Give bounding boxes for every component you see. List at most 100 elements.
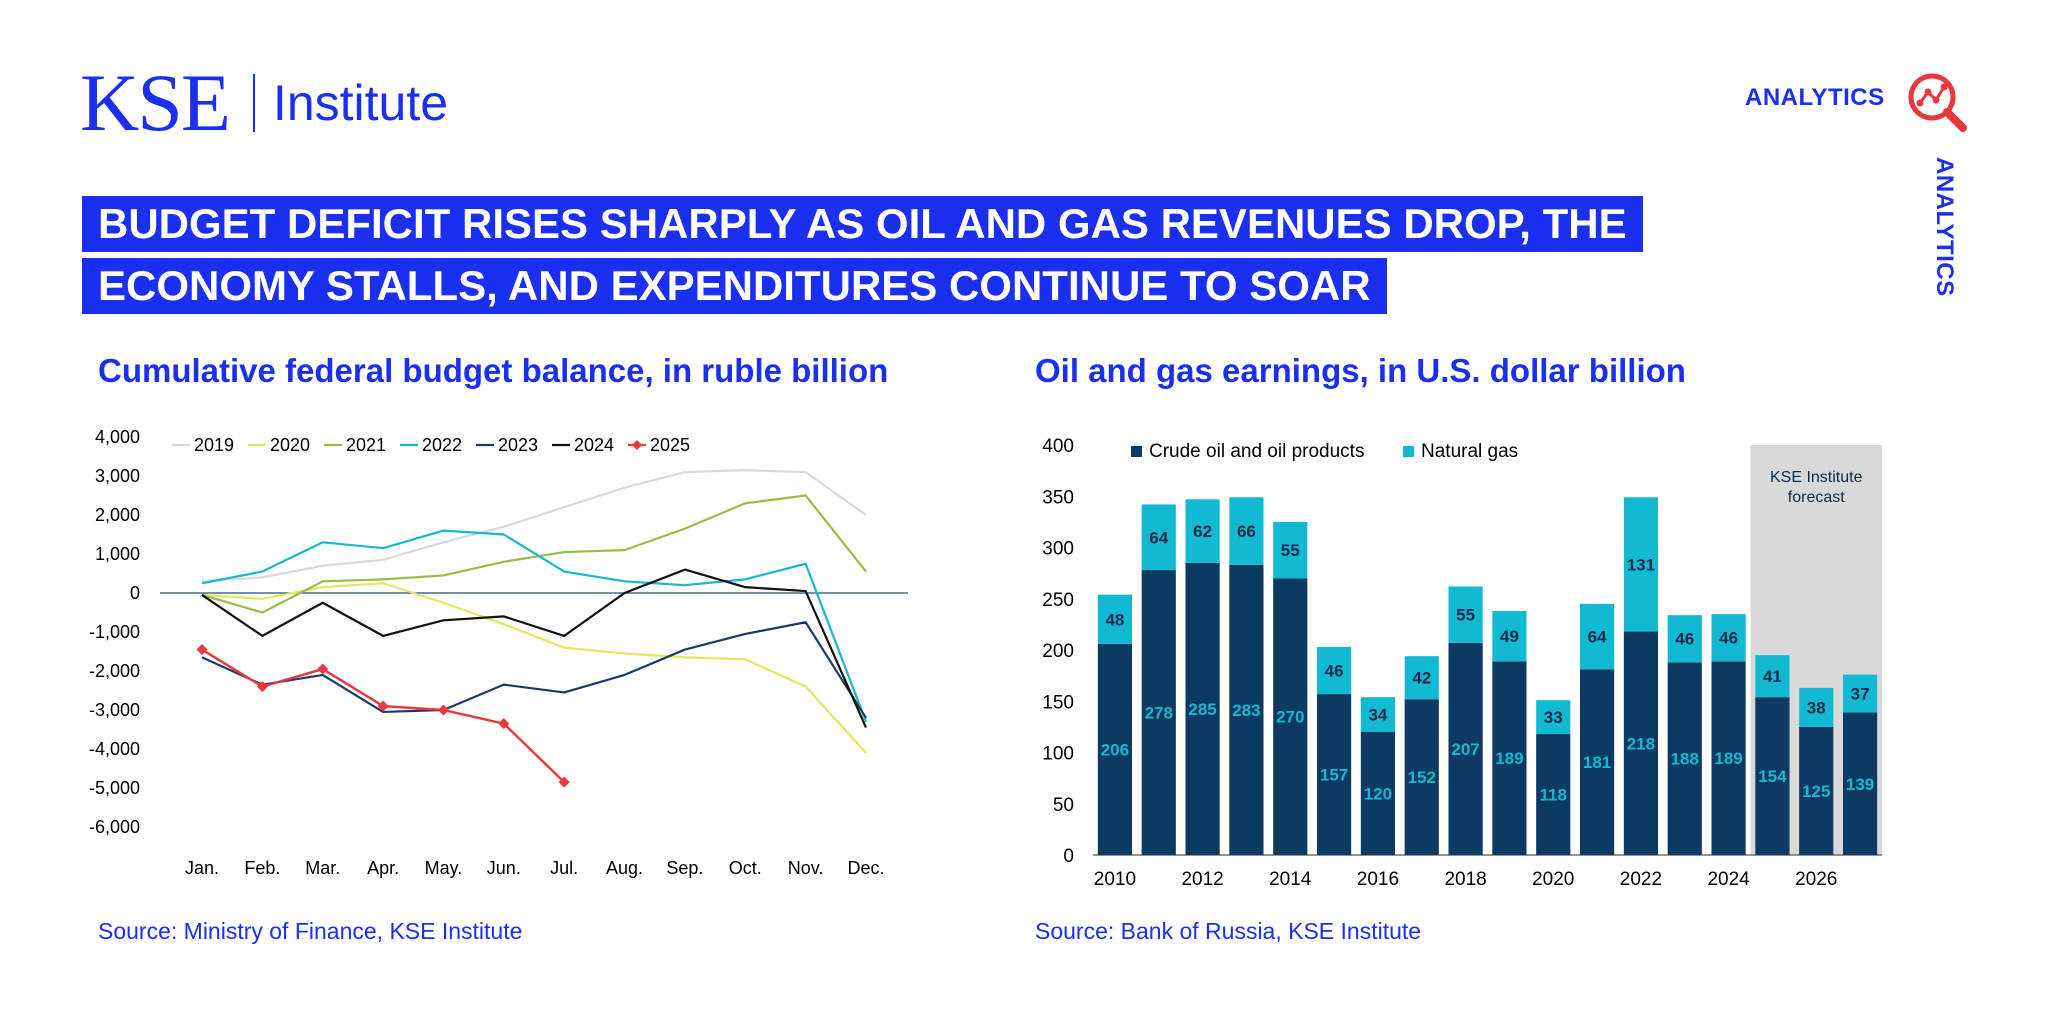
headline-line-1: BUDGET DEFICIT RISES SHARPLY AS OIL AND … [82,196,1643,252]
data-point-marker-2025 [256,681,268,693]
bar-segment-natural-gas [1492,611,1527,662]
series-line-2020 [201,582,867,754]
x-tick-label: 2020 [1532,869,1574,890]
series-line-2021 [201,494,867,614]
bar-segment-crude-oil [1229,564,1264,855]
bar-segment-natural-gas [1842,674,1878,713]
analytics-label: ANALYTICS [1745,84,1885,111]
y-tick-label: 1,000 [95,544,140,564]
x-tick-label: Feb. [244,858,280,878]
y-tick-label: -5,000 [89,778,140,798]
bar-segment-crude-oil [1711,661,1746,855]
x-tick-label: 2012 [1181,869,1223,890]
legend-label: 2025 [650,435,690,455]
data-label-natural-gas: 62 [1193,522,1212,541]
x-tick-label: Aug. [606,858,643,878]
logo-divider [252,74,255,132]
data-label-crude-oil: 181 [1583,753,1611,772]
bar-segment-natural-gas [1623,497,1659,632]
bar-segment-natural-gas [1229,497,1264,565]
bar-segment-natural-gas [1141,504,1176,571]
oil-gas-chart-source: Source: Bank of Russia, KSE Institute [1035,918,1422,944]
analytics-magnifier-icon [1908,73,1967,132]
data-label-natural-gas: 48 [1105,610,1124,629]
bar-segment-crude-oil [1141,570,1176,855]
y-tick-label: 3,000 [95,466,140,486]
y-tick-label: 0 [130,583,140,603]
y-tick-label: 4,000 [95,427,140,447]
data-label-crude-oil: 120 [1364,785,1392,804]
y-tick-label: 150 [1042,692,1074,713]
legend-label: Crude oil and oil products [1149,441,1364,462]
bar-segment-natural-gas [1711,614,1746,662]
series-line-2025 [201,648,566,784]
y-tick-label: 200 [1042,641,1074,662]
y-tick-label: -2,000 [89,661,140,681]
series-line-2019 [201,469,867,583]
headline-line-2: ECONOMY STALLS, AND EXPENDITURES CONTINU… [82,258,1387,314]
bar-segment-natural-gas [1755,655,1790,698]
series-line-2024 [201,568,868,728]
kse-institute-logo: KSE Institute [80,57,448,148]
y-tick-label: 250 [1042,590,1074,611]
y-tick-label: -3,000 [89,700,140,720]
logo-kse-text: KSE [80,57,231,148]
data-label-natural-gas: 37 [1851,685,1870,704]
x-tick-label: 2022 [1620,869,1662,890]
data-label-natural-gas: 46 [1325,662,1344,681]
legend-label: 2020 [270,435,310,455]
bar-segment-crude-oil [1842,712,1878,855]
data-label-natural-gas: 33 [1544,708,1563,727]
y-tick-label: 100 [1042,744,1074,765]
x-tick-label: 2024 [1707,869,1750,890]
bar-segment-natural-gas [1667,615,1702,663]
data-label-crude-oil: 283 [1232,701,1260,720]
data-label-crude-oil: 270 [1276,708,1304,727]
x-tick-label: May. [425,858,463,878]
bar-segment-crude-oil [1755,697,1790,855]
budget-balance-line-chart: 4,000 3,000 2,000 1,000 0 -1,000 -2,000 -3,000 -… [89,427,908,878]
data-label-natural-gas: 46 [1719,629,1738,648]
data-label-natural-gas: 55 [1281,541,1300,560]
oil-gas-chart-title: Oil and gas earnings, in U.S. dollar bil… [1035,352,1686,389]
data-point-marker-2025 [498,718,510,730]
data-label-crude-oil: 189 [1714,749,1742,768]
bar-segment-crude-oil [1492,661,1527,855]
legend-label: 2019 [194,435,234,455]
y-tick-label: 0 [1063,846,1074,867]
data-label-natural-gas: 46 [1675,630,1694,649]
y-tick-label: 350 [1042,487,1074,508]
data-label-natural-gas: 49 [1500,627,1519,646]
bar-segment-crude-oil [1273,578,1308,855]
x-tick-label: Mar. [305,858,340,878]
legend-label: 2023 [498,435,538,455]
x-tick-label: Dec. [847,858,884,878]
data-label-crude-oil: 139 [1846,775,1874,794]
data-label-natural-gas: 38 [1807,698,1826,717]
bar-segment-crude-oil [1579,669,1615,855]
bar-segment-natural-gas [1536,700,1571,735]
data-label-crude-oil: 285 [1188,700,1216,719]
data-label-crude-oil: 157 [1320,766,1348,785]
data-point-marker-2025 [558,776,570,788]
bar-segment-crude-oil [1799,726,1834,855]
data-point-marker-2025 [196,644,208,656]
bar-segment-natural-gas [1448,586,1483,643]
bar-segment-crude-oil [1623,631,1659,855]
x-tick-label: 2018 [1444,869,1486,890]
bar-segment-natural-gas [1316,646,1352,695]
headline: BUDGET DEFICIT RISES SHARPLY AS OIL AND … [82,196,1643,320]
bar-segment-crude-oil [1404,699,1439,855]
x-tick-label: Nov. [788,858,824,878]
data-label-natural-gas: 131 [1627,555,1655,574]
y-tick-label: 300 [1042,539,1074,560]
y-tick-label: 2,000 [95,505,140,525]
bar-segment-natural-gas [1799,687,1834,727]
y-tick-label: 400 [1042,436,1074,457]
series-line-2022 [201,529,868,723]
data-label-natural-gas: 64 [1149,528,1168,547]
legend-label: 2022 [422,435,462,455]
bar-segment-crude-oil [1536,734,1571,855]
legend-swatch-crude-oil [1131,446,1142,457]
bar-segment-crude-oil [1667,662,1702,855]
